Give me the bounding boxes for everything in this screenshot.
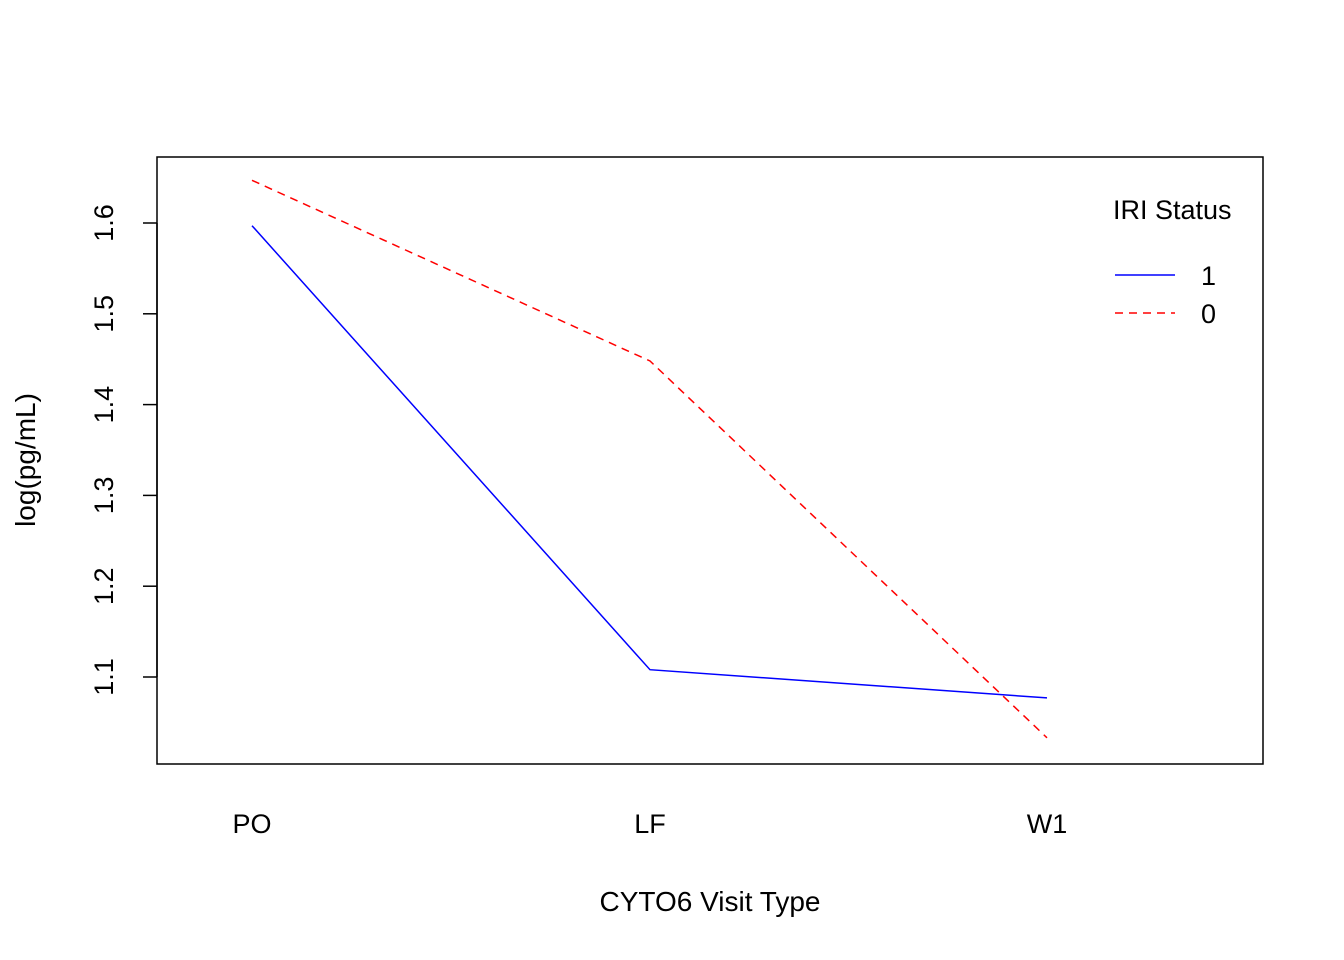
x-tick-labels: PO LF W1 — [232, 809, 1067, 839]
x-axis-title: CYTO6 Visit Type — [600, 886, 821, 917]
x-tick-label: W1 — [1027, 809, 1068, 839]
x-tick-label: PO — [232, 809, 271, 839]
y-axis: 1.1 1.2 1.3 1.4 1.5 1.6 — [89, 204, 158, 696]
y-tick-label: 1.5 — [89, 295, 119, 333]
y-tick-label: 1.1 — [89, 658, 119, 696]
series-line-0 — [251, 179, 1048, 739]
legend-label-series-1: 1 — [1201, 261, 1216, 291]
y-tick-label: 1.3 — [89, 477, 119, 515]
y-tick-label: 1.4 — [89, 386, 119, 424]
y-axis-title: log(pg/mL) — [10, 393, 41, 527]
legend: IRI Status 1 0 — [1113, 195, 1232, 329]
x-tick-label: LF — [634, 809, 666, 839]
legend-title: IRI Status — [1113, 195, 1232, 225]
y-tick-label: 1.2 — [89, 567, 119, 605]
plot-frame — [156, 156, 1264, 765]
legend-label-series-0: 0 — [1201, 299, 1216, 329]
series-line-1 — [251, 225, 1048, 699]
series-layer — [251, 179, 1048, 739]
y-tick-label: 1.6 — [89, 204, 119, 242]
